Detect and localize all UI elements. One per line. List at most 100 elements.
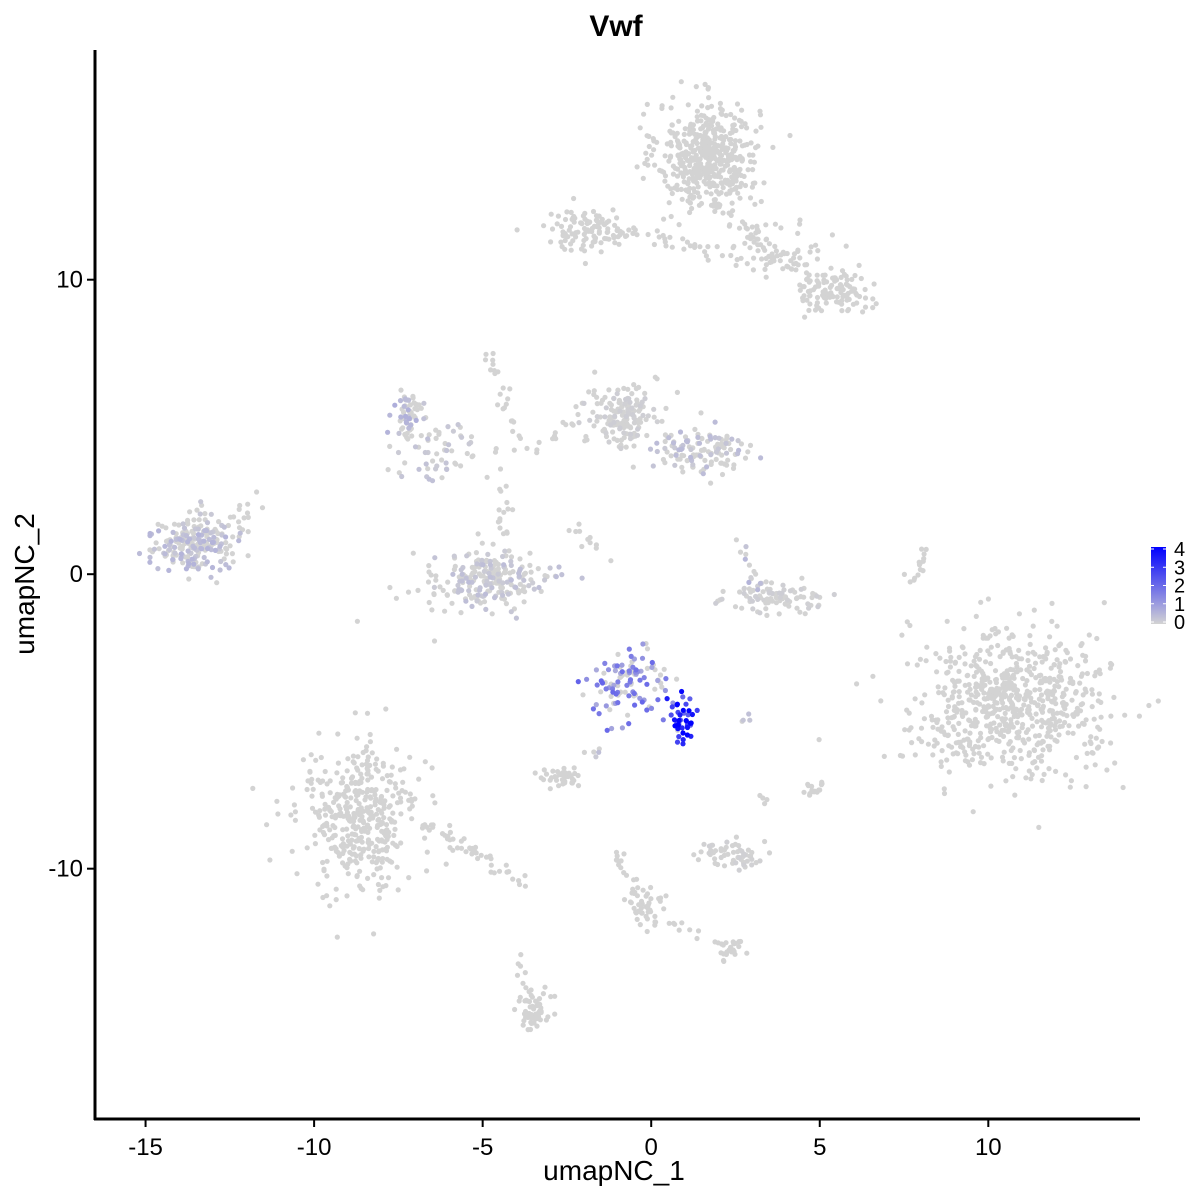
cell-point	[1034, 765, 1040, 771]
cell-point	[747, 245, 753, 251]
cell-point	[624, 233, 630, 239]
cell-point	[672, 462, 678, 468]
cell-point	[703, 189, 710, 195]
cell-point	[628, 425, 634, 431]
cell-point	[971, 751, 977, 757]
cell-point	[763, 262, 770, 268]
cell-point	[985, 596, 992, 602]
cell-point	[513, 584, 519, 591]
cell-point	[549, 226, 556, 232]
cell-point	[179, 543, 186, 550]
cell-point	[949, 744, 955, 750]
cell-point	[672, 134, 678, 140]
cell-point	[712, 173, 718, 179]
cell-point	[488, 862, 494, 868]
cell-point	[1002, 686, 1008, 692]
cell-point	[670, 163, 677, 169]
cell-point	[475, 855, 481, 862]
cell-point	[536, 1001, 542, 1007]
cell-point	[1073, 689, 1079, 695]
cell-point	[698, 112, 705, 118]
cell-point	[683, 152, 689, 158]
cell-point	[820, 289, 826, 295]
cell-point	[553, 574, 559, 580]
cell-point	[1060, 690, 1066, 696]
cell-point	[634, 397, 640, 403]
cell-point	[997, 722, 1003, 728]
cell-point	[978, 599, 984, 605]
cell-point	[1007, 650, 1013, 657]
cell-point	[705, 85, 712, 91]
cell-point	[1049, 618, 1055, 625]
cell-point	[904, 619, 910, 625]
cell-point	[746, 711, 752, 717]
cell-point	[813, 242, 819, 248]
cell-point	[412, 444, 419, 450]
cell-point	[671, 717, 678, 723]
cell-point	[1007, 739, 1013, 745]
cell-point	[856, 262, 862, 268]
cell-point	[1054, 623, 1060, 629]
cell-point	[1084, 750, 1090, 757]
cell-point	[962, 728, 968, 734]
cell-point	[639, 655, 646, 661]
cell-point	[379, 828, 385, 834]
cell-point	[862, 304, 869, 310]
cell-point	[1067, 675, 1074, 682]
cell-point	[643, 913, 649, 920]
cell-point	[1031, 747, 1037, 753]
cell-point	[661, 216, 667, 222]
cell-point	[593, 542, 600, 548]
cell-point	[399, 473, 405, 480]
cell-point	[315, 881, 321, 887]
cell-point	[321, 866, 327, 872]
cell-point	[346, 813, 352, 819]
cell-point	[513, 615, 520, 621]
cell-point	[562, 216, 569, 223]
cell-point	[662, 178, 668, 184]
cell-point	[834, 294, 840, 300]
cell-point	[590, 409, 596, 415]
cell-point	[195, 526, 201, 532]
cell-point	[985, 695, 991, 701]
cell-point	[946, 645, 953, 651]
cell-point	[371, 872, 377, 878]
cell-point	[514, 227, 520, 233]
cell-point	[654, 139, 660, 145]
cell-point	[587, 534, 593, 541]
cell-point	[656, 234, 662, 240]
cell-point	[674, 389, 681, 395]
cell-point	[577, 528, 583, 534]
cell-point	[631, 443, 637, 449]
cell-point	[902, 727, 908, 733]
cell-point	[690, 127, 697, 133]
cell-point	[437, 584, 443, 590]
cell-point	[409, 803, 415, 809]
cell-point	[976, 750, 982, 756]
cell-point	[516, 878, 522, 884]
cell-point	[349, 831, 355, 837]
cell-point	[914, 662, 920, 668]
cell-point	[1041, 771, 1047, 778]
cell-point	[178, 555, 184, 561]
cell-point	[748, 140, 754, 146]
cell-point	[183, 533, 189, 539]
cell-point	[697, 244, 703, 250]
cell-point	[645, 231, 651, 238]
cell-point	[666, 920, 672, 926]
cell-point	[517, 556, 523, 562]
cell-point	[348, 775, 355, 782]
cell-point	[470, 453, 476, 459]
cell-point	[718, 133, 725, 140]
cell-point	[594, 414, 600, 420]
cell-point	[710, 164, 716, 170]
cell-point	[730, 208, 736, 214]
cell-point	[737, 549, 744, 555]
cell-point	[1016, 611, 1023, 617]
cell-point	[490, 350, 496, 357]
cell-point	[606, 387, 612, 393]
cell-point	[776, 611, 782, 617]
cell-point	[1018, 706, 1025, 712]
cell-point	[185, 548, 191, 554]
cell-point	[755, 236, 761, 242]
